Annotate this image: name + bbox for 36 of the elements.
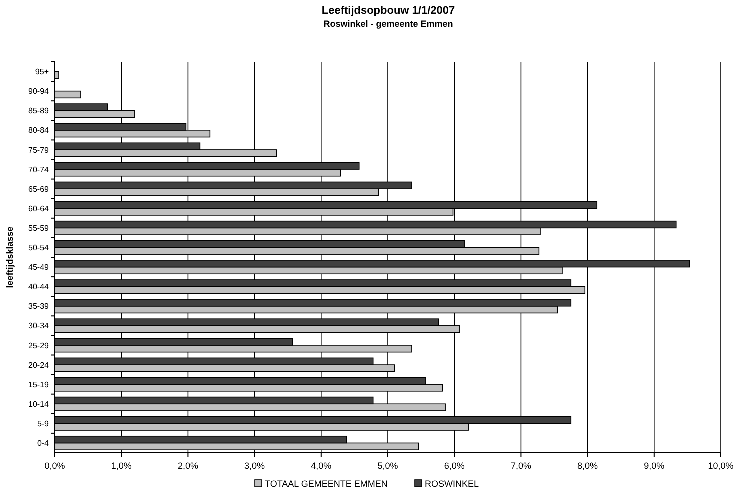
y-tick-label: 75-79 bbox=[28, 146, 50, 155]
y-tick-label: 0-4 bbox=[37, 439, 50, 448]
y-tick-label: 35-39 bbox=[28, 302, 50, 312]
y-tick-label: 45-49 bbox=[28, 263, 50, 272]
y-tick-label: 60-64 bbox=[28, 204, 50, 214]
y-tick-label: 90-94 bbox=[28, 87, 50, 96]
y-tick-label: 70-74 bbox=[28, 165, 50, 174]
y-tick-label: 50-54 bbox=[28, 244, 50, 253]
legend-label: ROSWINKEL bbox=[425, 479, 480, 489]
y-tick-label: 15-19 bbox=[28, 380, 50, 390]
x-tick-label: 5,0% bbox=[378, 461, 398, 471]
x-tick-label: 0,0% bbox=[44, 461, 66, 471]
y-tick-label: 85-89 bbox=[28, 106, 50, 116]
y-tick-label: 5-9 bbox=[37, 419, 50, 428]
y-axis-title: leeftijdsklasse bbox=[5, 226, 15, 288]
y-tick-label: 40-44 bbox=[28, 282, 50, 292]
x-tick-label: 3,0% bbox=[244, 461, 266, 471]
y-tick-label: 20-24 bbox=[28, 360, 50, 370]
y-tick-label: 10-14 bbox=[28, 400, 50, 409]
chart-subtitle: Roswinkel - gemeente Emmen bbox=[324, 19, 454, 29]
y-tick-label: 95+ bbox=[35, 68, 50, 77]
y-tick-label: 80-84 bbox=[28, 126, 50, 136]
x-tick-label: 8,0% bbox=[578, 461, 598, 471]
x-tick-label: 9,0% bbox=[644, 461, 665, 471]
legend-label: TOTAAL GEMEENTE EMMEN bbox=[265, 479, 388, 489]
y-tick-label: 55-59 bbox=[28, 224, 50, 233]
chart-title: Leeftijdsopbouw 1/1/2007 bbox=[322, 5, 456, 17]
x-tick-label: 7,0% bbox=[510, 461, 532, 471]
x-tick-label: 6,0% bbox=[444, 461, 465, 471]
y-tick-label: 65-69 bbox=[28, 184, 50, 194]
y-tick-label: 30-34 bbox=[28, 322, 50, 331]
x-tick-label: 4,0% bbox=[311, 461, 332, 471]
x-tick-label: 10,0% bbox=[708, 461, 734, 471]
x-tick-label: 1,0% bbox=[111, 461, 132, 471]
x-tick-label: 2,0% bbox=[178, 461, 198, 471]
y-tick-label: 25-29 bbox=[28, 341, 50, 350]
